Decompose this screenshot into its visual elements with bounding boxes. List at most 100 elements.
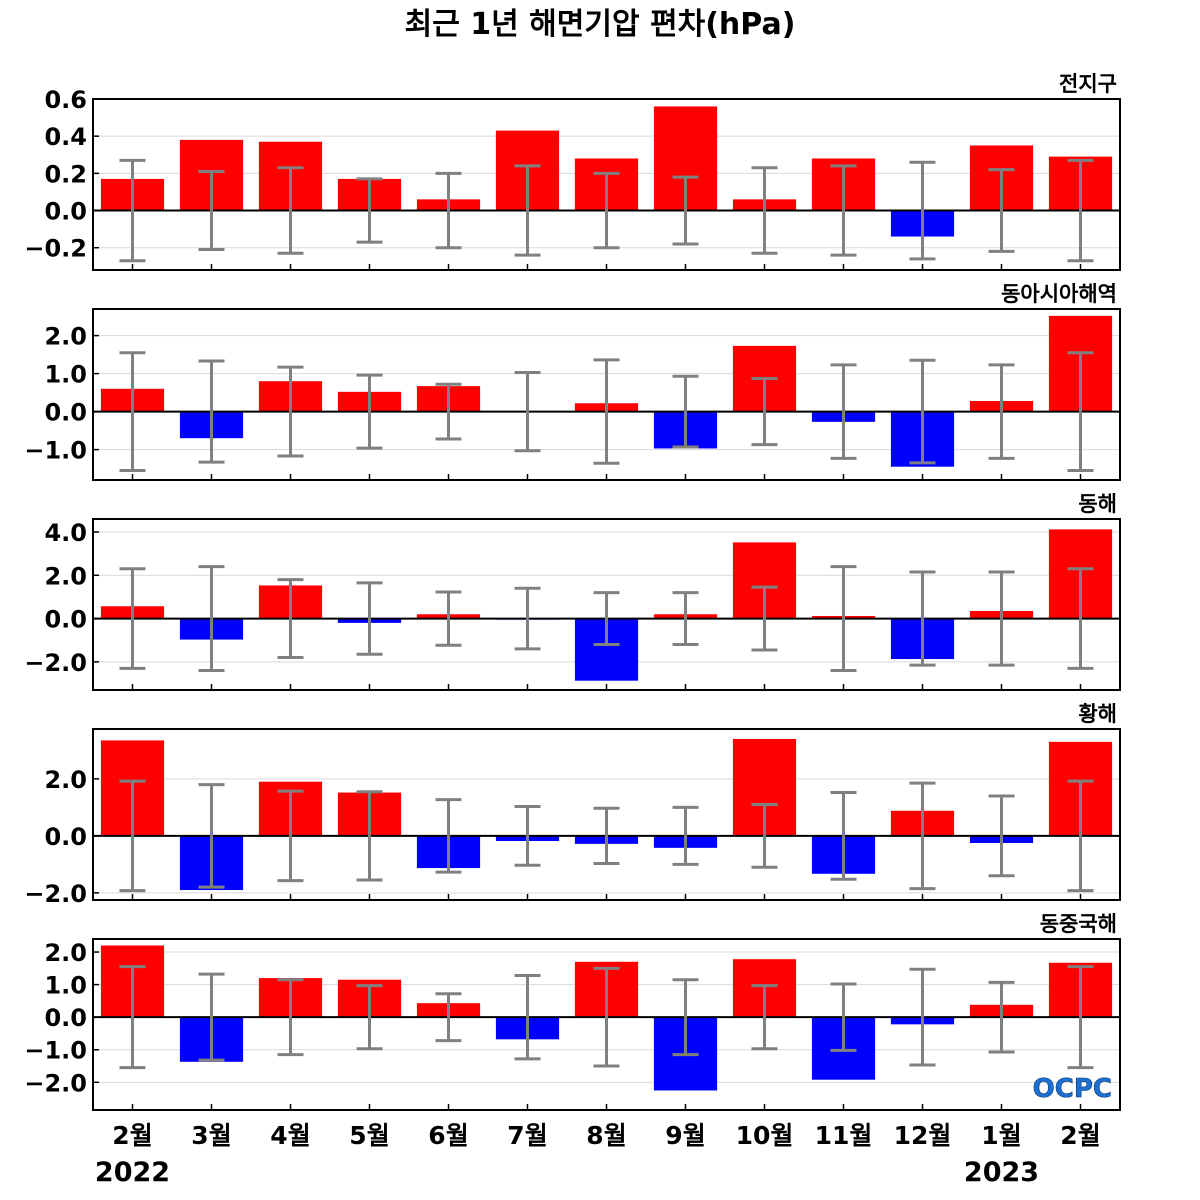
error-bar xyxy=(909,570,936,667)
x-tick-label: 1월 xyxy=(981,1121,1021,1150)
y-tick-label: −2.0 xyxy=(24,880,87,908)
x-tick-label: 8월 xyxy=(586,1121,626,1150)
error-bar xyxy=(356,373,383,450)
x-tick-label: 11월 xyxy=(815,1121,873,1150)
y-tick-label: 0.6 xyxy=(44,86,87,114)
error-bar xyxy=(751,377,778,447)
error-bar xyxy=(119,351,146,472)
y-tick-label: −1.0 xyxy=(24,1037,87,1065)
error-bar xyxy=(435,590,462,647)
error-bar xyxy=(593,966,620,1068)
error-bar xyxy=(356,581,383,656)
error-bar xyxy=(988,363,1015,460)
panel-3: 4.0 2.0 0.0 −2.0 동해 xyxy=(24,492,1121,691)
panels: 0.6 0.4 0.2 0.0 −0.2 전지구 2.0 1.0 0.0 −1.0 동아시아해역 4.… xyxy=(24,72,1121,1111)
error-bar xyxy=(988,570,1015,667)
error-bar xyxy=(435,992,462,1043)
x-tick-label: 9월 xyxy=(665,1121,705,1150)
x-tick-label: 4월 xyxy=(270,1121,310,1150)
y-tick-label: 0.0 xyxy=(44,1004,87,1032)
error-bar xyxy=(514,973,541,1061)
y-tick-label: 0.4 xyxy=(44,123,87,151)
y-tick-label: 1.0 xyxy=(44,972,87,1000)
error-bar xyxy=(751,984,778,1051)
panel-2: 2.0 1.0 0.0 −1.0 동아시아해역 xyxy=(24,282,1121,481)
y-tick-label: 0.0 xyxy=(44,399,87,427)
error-bar xyxy=(435,798,462,874)
error-bar xyxy=(435,171,462,250)
x-tick-label: 5월 xyxy=(349,1121,389,1150)
error-bar xyxy=(830,164,857,257)
panel-label: 황해 xyxy=(1078,702,1117,726)
y-tick-label: −2.0 xyxy=(24,1069,87,1097)
error-bar xyxy=(1067,965,1094,1070)
error-bar xyxy=(356,984,383,1051)
panel-1: 0.6 0.4 0.2 0.0 −0.2 전지구 xyxy=(24,72,1121,271)
error-bar xyxy=(593,591,620,647)
y-tick-label: 0.0 xyxy=(44,606,87,634)
error-bar xyxy=(514,370,541,453)
y-tick-label: −0.2 xyxy=(24,235,87,263)
error-bar xyxy=(830,565,857,673)
panel-5: 2.0 1.0 0.0 −1.0 −2.0 동중국해 xyxy=(24,912,1121,1111)
y-tick-label: 0.0 xyxy=(44,198,87,226)
x-axis: 2월 3월 4월 5월 6월 7월 8월 9월 10월 11월 12월 1월 2월 2022 2023 xyxy=(95,1121,1101,1188)
error-bar xyxy=(751,803,778,869)
error-bar xyxy=(119,567,146,670)
year-label: 2022 xyxy=(95,1157,170,1188)
error-bar xyxy=(909,967,936,1067)
error-bar xyxy=(830,791,857,881)
error-bar xyxy=(514,586,541,651)
error-bar xyxy=(198,565,225,673)
error-bar xyxy=(593,171,620,250)
x-tick-label: 7월 xyxy=(507,1121,547,1150)
y-tick-label: 1.0 xyxy=(44,361,87,389)
x-tick-label: 12월 xyxy=(894,1121,952,1150)
y-tick-label: −1.0 xyxy=(24,437,87,465)
error-bar xyxy=(1067,351,1094,472)
y-tick-label: 2.0 xyxy=(44,562,87,590)
error-bar xyxy=(198,169,225,252)
error-bar xyxy=(198,359,225,464)
error-bar xyxy=(356,790,383,882)
error-bar xyxy=(514,805,541,867)
error-bar xyxy=(514,164,541,257)
error-bar xyxy=(277,978,304,1057)
error-bar xyxy=(1067,158,1094,263)
y-tick-label: 4.0 xyxy=(44,519,87,547)
panel-label: 동해 xyxy=(1078,492,1117,516)
error-bar xyxy=(751,585,778,652)
error-bar xyxy=(593,806,620,866)
error-bar xyxy=(277,166,304,255)
y-tick-label: 2.0 xyxy=(44,939,87,967)
error-bar xyxy=(988,980,1015,1054)
error-bar xyxy=(435,382,462,441)
panel-label: 동중국해 xyxy=(1040,912,1117,936)
error-bar xyxy=(988,794,1015,878)
error-bar xyxy=(277,789,304,883)
error-bar xyxy=(1067,567,1094,670)
error-bar xyxy=(277,365,304,458)
error-bar xyxy=(672,175,699,246)
y-tick-label: 0.2 xyxy=(44,160,87,188)
year-label: 2023 xyxy=(964,1157,1039,1188)
x-tick-label: 2월 xyxy=(1060,1121,1100,1150)
error-bar xyxy=(593,358,620,465)
panel-label: 전지구 xyxy=(1059,72,1117,96)
error-bar xyxy=(672,591,699,647)
y-tick-label: 2.0 xyxy=(44,323,87,351)
y-tick-label: 2.0 xyxy=(44,766,87,794)
x-tick-label: 3월 xyxy=(191,1121,231,1150)
chart-title: 최근 1년 해면기압 편차(hPa) xyxy=(405,7,796,42)
error-bar xyxy=(830,363,857,460)
error-bar xyxy=(830,982,857,1052)
x-tick-label: 6월 xyxy=(428,1121,468,1150)
error-bar xyxy=(909,781,936,891)
error-bar xyxy=(119,965,146,1070)
error-bar xyxy=(198,783,225,889)
error-bar xyxy=(356,177,383,244)
error-bar xyxy=(909,160,936,261)
error-bar xyxy=(909,358,936,465)
panel-label: 동아시아해역 xyxy=(1001,282,1117,306)
